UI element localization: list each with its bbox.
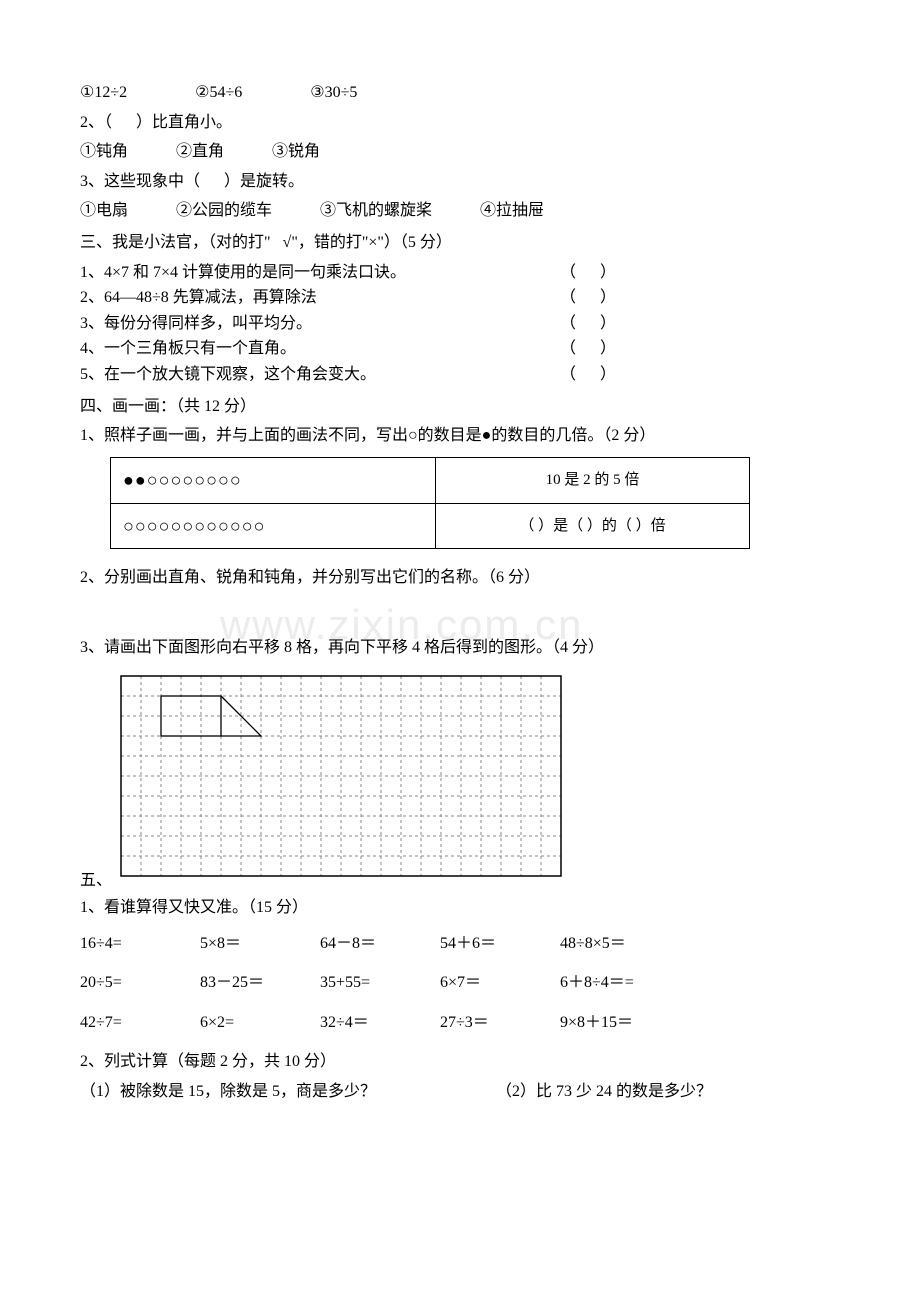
calc-cell: 27÷3＝	[440, 1010, 560, 1036]
table-row: ○○○○○○○○○○○○ （ ）是（ ）的（ ）倍	[111, 503, 750, 549]
table-row: ●●○○○○○○○○ 10 是 2 的 5 倍	[111, 457, 750, 503]
sec4-q2: 2、分别画出直角、锐角和钝角，并分别写出它们的名称。（6 分）	[80, 565, 840, 591]
judge-item: 4、一个三角板只有一个直角。	[80, 336, 296, 362]
calc-cell: 48÷8×5＝	[560, 931, 720, 957]
calc-cell: 5×8＝	[200, 931, 320, 957]
q1-opt2: ②54÷6	[195, 84, 242, 101]
sec5-q2-a: （1）被除数是 15，除数是 5，商是多少？	[80, 1079, 376, 1105]
q2-opt-a: ①钝角	[80, 143, 128, 160]
translation-grid	[120, 675, 562, 877]
sec5-q2-title: 2、列式计算（每题 2 分，共 10 分）	[80, 1049, 840, 1075]
sec4-title: 四、画一画：（共 12 分）	[80, 394, 840, 420]
judge-paren: （）	[540, 285, 640, 311]
cell-desc-row1: 10 是 2 的 5 倍	[436, 457, 750, 503]
q2-opt-b: ②直角	[176, 143, 224, 160]
q3-opt-b: ②公园的缆车	[176, 202, 272, 219]
calc-cell: 83－25＝	[200, 970, 320, 996]
sec4-q1: 1、照样子画一画，并与上面的画法不同，写出○的数目是●的数目的几倍。（2 分）	[80, 423, 840, 449]
q3-stem: 3、这些现象中（ ）是旋转。	[80, 169, 840, 195]
sec5-q2-b: （2）比 73 少 24 的数是多少？	[496, 1079, 712, 1105]
judge-row: 5、在一个放大镜下观察，这个角会变大。 （）	[80, 362, 640, 388]
judge-item: 2、64—48÷8 先算减法，再算除法	[80, 285, 317, 311]
cell-circles-row2: ○○○○○○○○○○○○	[111, 503, 436, 549]
judge-item: 3、每份分得同样多，叫平均分。	[80, 311, 312, 337]
calc-cell: 42÷7=	[80, 1010, 200, 1036]
calc-cell: 54＋6＝	[440, 931, 560, 957]
q2-stem: 2、（ ）比直角小。	[80, 110, 840, 136]
judge-paren: （）	[540, 336, 640, 362]
calc-cell: 6＋8÷4＝=	[560, 970, 720, 996]
judge-row: 2、64—48÷8 先算减法，再算除法 （）	[80, 285, 640, 311]
judge-row: 4、一个三角板只有一个直角。 （）	[80, 336, 640, 362]
calc-cell: 35+55=	[320, 970, 440, 996]
cell-circles-row1: ●●○○○○○○○○	[111, 457, 436, 503]
calc-cell: 64－8＝	[320, 931, 440, 957]
calc-row: 20÷5= 83－25＝ 35+55= 6×7＝ 6＋8÷4＝=	[80, 970, 840, 996]
calc-cell: 20÷5=	[80, 970, 200, 996]
calc-row: 42÷7= 6×2= 32÷4＝ 27÷3＝ 9×8＋15＝	[80, 1010, 840, 1036]
q1-options: ①12÷2 ②54÷6 ③30÷5	[80, 80, 840, 106]
q2-options: ①钝角 ②直角 ③锐角	[80, 139, 840, 165]
circle-table: ●●○○○○○○○○ 10 是 2 的 5 倍 ○○○○○○○○○○○○ （ ）…	[110, 457, 750, 550]
calc-grid: 16÷4= 5×8＝ 64－8＝ 54＋6＝ 48÷8×5＝ 20÷5= 83－…	[80, 931, 840, 1036]
judge-paren: （）	[540, 362, 640, 388]
q1-opt1: ①12÷2	[80, 84, 127, 101]
calc-cell: 6×2=	[200, 1010, 320, 1036]
q3-opt-c: ③飞机的螺旋桨	[320, 202, 432, 219]
calc-cell: 32÷4＝	[320, 1010, 440, 1036]
calc-cell: 16÷4=	[80, 931, 200, 957]
judge-item: 5、在一个放大镜下观察，这个角会变大。	[80, 362, 376, 388]
judge-row: 1、4×7 和 7×4 计算使用的是同一句乘法口诀。 （）	[80, 260, 640, 286]
judge-row: 3、每份分得同样多，叫平均分。 （）	[80, 311, 640, 337]
sec5-q1-title: 1、看谁算得又快又准。（15 分）	[80, 895, 840, 921]
judge-paren: （）	[540, 311, 640, 337]
calc-cell: 9×8＋15＝	[560, 1010, 720, 1036]
q2-opt-c: ③锐角	[272, 143, 320, 160]
q3-opt-a: ①电扇	[80, 202, 128, 219]
cell-desc-row2: （ ）是（ ）的（ ）倍	[436, 503, 750, 549]
judge-item: 1、4×7 和 7×4 计算使用的是同一句乘法口诀。	[80, 260, 406, 286]
judge-paren: （）	[540, 260, 640, 286]
calc-row: 16÷4= 5×8＝ 64－8＝ 54＋6＝ 48÷8×5＝	[80, 931, 840, 957]
calc-cell: 6×7＝	[440, 970, 560, 996]
sec5-q2-row: （1）被除数是 15，除数是 5，商是多少？ （2）比 73 少 24 的数是多…	[80, 1079, 840, 1105]
q3-options: ①电扇 ②公园的缆车 ③飞机的螺旋桨 ④拉抽屉	[80, 198, 840, 224]
sec3-title: 三、我是小法官，（对的打" √"，错的打"×"）（5 分）	[80, 230, 840, 256]
sec5-prefix: 五、	[80, 868, 112, 896]
sec4-q3: 3、请画出下面图形向右平移 8 格，再向下平移 4 格后得到的图形。（4 分）	[80, 635, 840, 661]
q1-opt3: ③30÷5	[310, 84, 357, 101]
q3-opt-d: ④拉抽屉	[480, 202, 544, 219]
